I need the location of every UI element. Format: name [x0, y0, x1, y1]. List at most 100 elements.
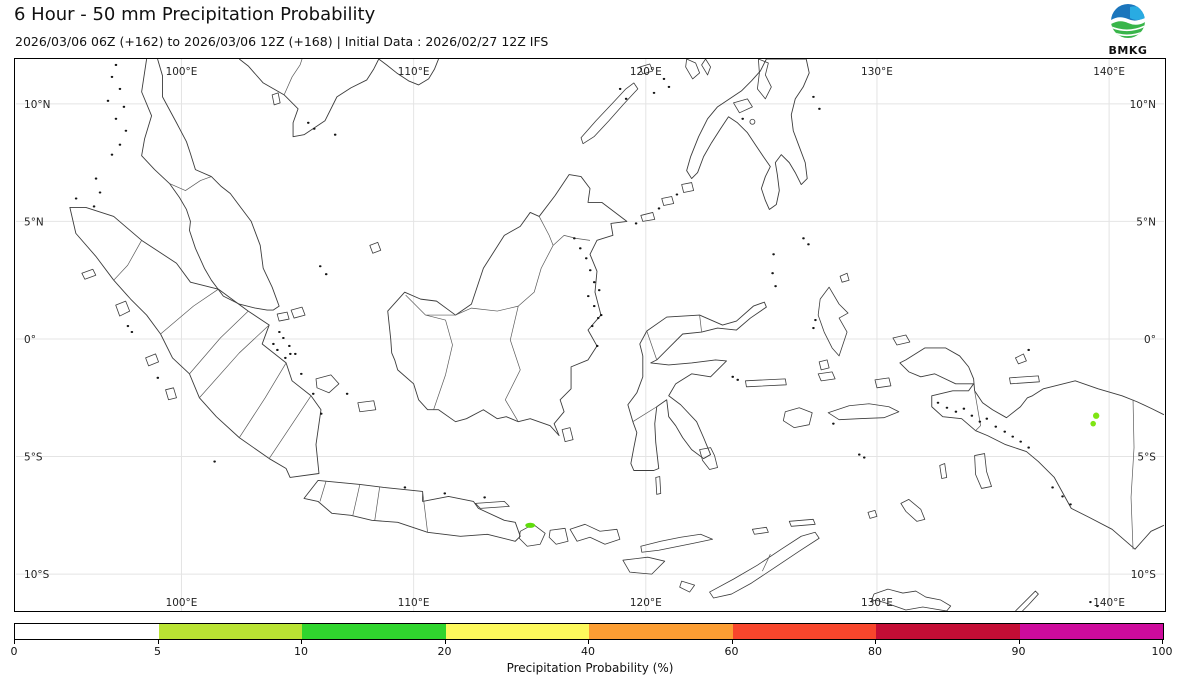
palawan-island — [580, 63, 654, 145]
papua-province-border — [974, 390, 981, 431]
visayas-islands — [685, 59, 772, 114]
lat-label-right-5s: 5°S — [1137, 452, 1156, 464]
indonesia-map: 100°E 110°E 120°E 130°E 140°E 100°E 110°… — [16, 59, 1165, 611]
colorbar-tick-label: 10 — [294, 645, 308, 658]
kai-aru-tanimbar — [867, 453, 992, 522]
colorbar-tick — [444, 640, 446, 644]
sumbawa-island — [569, 523, 621, 545]
colorbar-segment-90-100 — [1019, 624, 1163, 639]
thailand-malaysia-border — [169, 176, 212, 191]
colorbar-segment-0-5 — [15, 624, 159, 639]
colorbar-tick — [1018, 640, 1020, 644]
natuna-island — [369, 241, 382, 254]
bmkg-logo: BMKG — [1103, 2, 1153, 57]
page-title: 6 Hour - 50 mm Precipitation Probability — [14, 4, 376, 25]
colorbar-axis-label: Precipitation Probability (%) — [506, 661, 674, 675]
lat-label-left-5n: 5°N — [24, 216, 44, 228]
png-border-141e — [1130, 399, 1135, 550]
colorbar-segment-5-10 — [158, 624, 302, 639]
papua-precip-spot-1 — [1092, 412, 1100, 419]
mentawai-islands — [81, 268, 177, 401]
colorbar-tick-label: 5 — [154, 645, 161, 658]
colorbar-tick — [14, 640, 15, 644]
lat-label-left-0: 0° — [24, 334, 36, 346]
lat-label-left-10n: 10°N — [24, 99, 50, 111]
papua-precip-spot-2 — [1090, 420, 1096, 427]
colorbar-tick — [731, 640, 733, 644]
colorbar-tick-label: 40 — [581, 645, 595, 658]
borneo-borders — [405, 216, 591, 422]
colorbar-segment-60-80 — [732, 624, 876, 639]
lon-label-bottom-110e: 110°E — [398, 597, 430, 609]
lon-label-bottom-120e: 120°E — [630, 597, 662, 609]
flores-island — [640, 533, 713, 553]
colorbar-segment-20-40 — [445, 624, 589, 639]
lon-label-top-100e: 100°E — [166, 66, 198, 78]
timor-island — [709, 531, 820, 599]
lat-label-right-5n: 5°N — [1136, 216, 1156, 228]
lon-label-bottom-140e: 140°E — [1093, 597, 1125, 609]
halmahera-island — [817, 286, 849, 357]
colorbar-tick-label: 20 — [437, 645, 452, 658]
rote-alor-wetar — [679, 518, 816, 593]
lat-label-right-0: 0° — [1144, 334, 1156, 346]
sumatra-province-borders — [113, 240, 312, 459]
map-speckles — [74, 63, 1099, 608]
lon-label-top-110e: 110°E — [398, 66, 430, 78]
bali-precip-spot — [525, 522, 536, 528]
laut-island — [561, 427, 574, 443]
indochina-coast — [238, 59, 439, 138]
colorbar-tick — [1162, 640, 1163, 644]
lat-label-right-10s: 10°S — [1131, 569, 1157, 581]
lon-label-bottom-130e: 130°E — [861, 597, 893, 609]
sulu-archipelago — [640, 182, 695, 222]
lat-label-right-10n: 10°N — [1130, 99, 1156, 111]
colorbar-segment-10-20 — [302, 624, 446, 639]
coastlines — [69, 59, 1165, 611]
papua-coast — [899, 347, 1165, 550]
timor-leste-border — [762, 554, 771, 572]
java-coast — [303, 480, 521, 542]
colorbar-segment-80-90 — [876, 624, 1020, 639]
lon-label-bottom-100e: 100°E — [166, 597, 198, 609]
sulawesi-coast — [627, 301, 767, 471]
bmkg-logo-icon — [1111, 4, 1145, 38]
lon-label-top-120e: 120°E — [630, 66, 662, 78]
map-canvas: 100°E 110°E 120°E 130°E 140°E 100°E 110°… — [14, 58, 1166, 612]
colorbar-tick-label: 80 — [868, 645, 882, 658]
australia-north-coast — [870, 588, 1039, 611]
belitung-island — [357, 400, 377, 413]
phu-quoc-island — [271, 92, 281, 106]
colorbar-tick-label: 100 — [1151, 645, 1173, 658]
riau-islands — [276, 306, 306, 322]
colorbar-tick-label: 60 — [724, 645, 739, 658]
lat-label-left-5s: 5°S — [24, 452, 43, 464]
colorbar-segment-40-60 — [589, 624, 733, 639]
lon-label-top-140e: 140°E — [1093, 66, 1125, 78]
sulawesi-borders — [632, 315, 702, 422]
graticule-labels: 100°E 110°E 120°E 130°E 140°E 100°E 110°… — [24, 66, 1156, 609]
sumba-island — [622, 556, 666, 575]
lon-label-top-130e: 130°E — [861, 66, 893, 78]
lombok-island — [548, 527, 569, 545]
graticule — [16, 59, 1164, 611]
lake-lanao — [749, 118, 756, 125]
cambodia-vietnam-border — [283, 59, 303, 96]
colorbar-tick — [157, 640, 159, 644]
bmkg-logo-text: BMKG — [1108, 44, 1148, 57]
colorbar-tick — [875, 640, 876, 644]
forecast-period-subtitle: 2026/03/06 06Z (+162) to 2026/03/06 12Z … — [15, 34, 549, 49]
colorbar — [14, 623, 1164, 640]
bangka-island — [315, 374, 340, 394]
colorbar-tick-label: 90 — [1011, 645, 1026, 658]
malay-peninsula-coast — [141, 59, 280, 311]
lat-label-left-10s: 10°S — [24, 569, 50, 581]
colorbar-tick — [301, 640, 302, 644]
raja-ampat-yapen-biak — [874, 334, 1040, 389]
madura-island — [475, 500, 510, 509]
mindanao-coast — [686, 59, 810, 210]
colorbar-tick — [588, 640, 589, 644]
maluku-islands — [782, 272, 900, 429]
precipitation-markers — [525, 412, 1100, 528]
